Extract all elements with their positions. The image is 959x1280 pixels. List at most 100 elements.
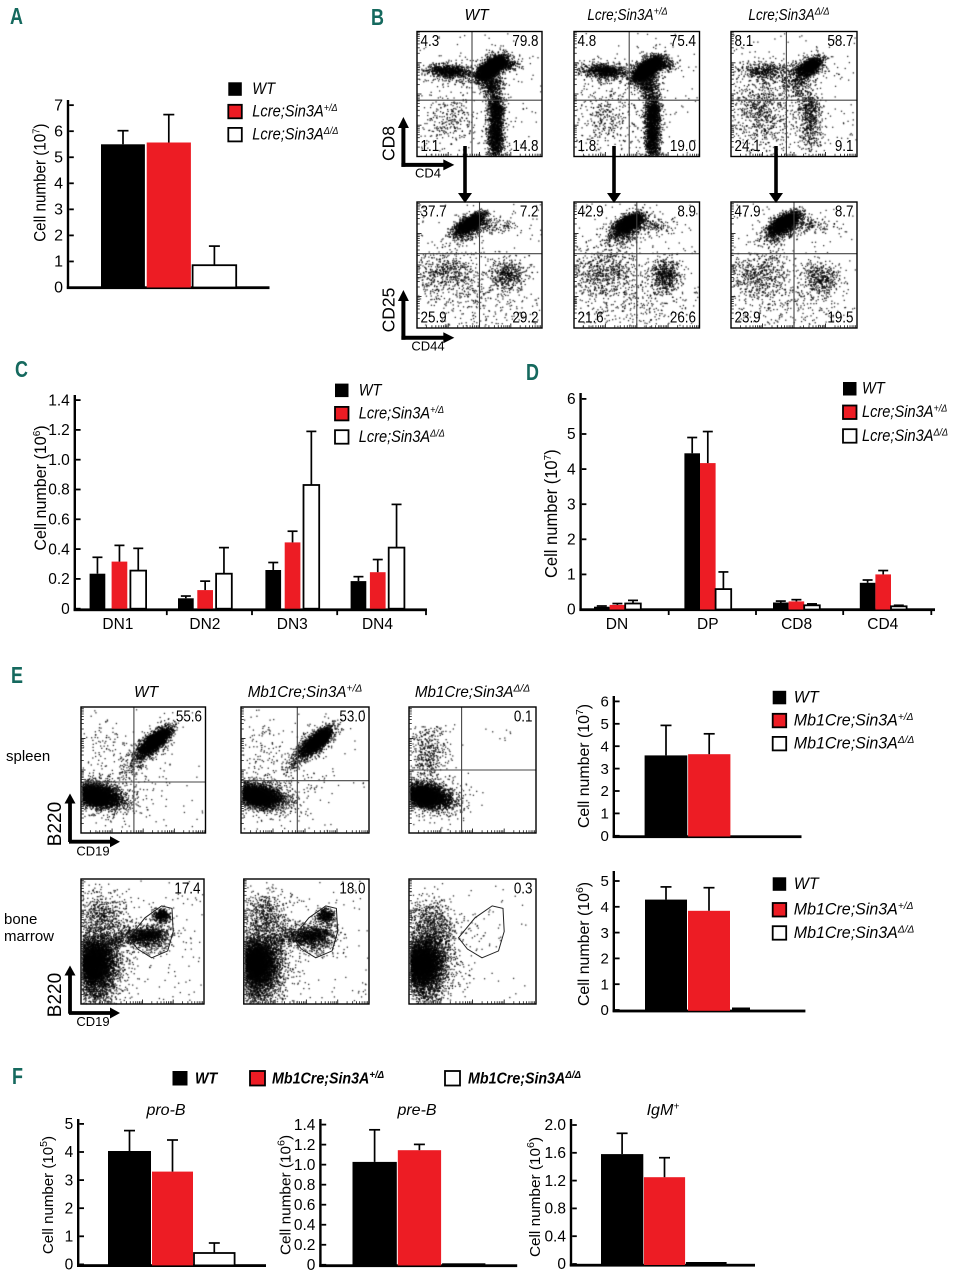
svg-text:42.9: 42.9 (578, 204, 604, 221)
svg-text:Cell number (105): Cell number (105) (38, 1136, 57, 1254)
svg-text:19.0: 19.0 (670, 138, 696, 155)
svg-text:Mb1Cre;Sin3AΔ/Δ: Mb1Cre;Sin3AΔ/Δ (415, 683, 530, 701)
svg-text:C: C (15, 357, 28, 383)
svg-text:0: 0 (54, 280, 63, 297)
svg-text:WT: WT (862, 380, 886, 398)
svg-text:58.7: 58.7 (827, 33, 853, 50)
svg-text:6: 6 (54, 123, 63, 140)
svg-text:2.0: 2.0 (544, 1117, 566, 1134)
svg-text:2: 2 (567, 532, 576, 549)
svg-text:Cell number (107): Cell number (107) (575, 704, 593, 828)
svg-text:3: 3 (600, 761, 608, 778)
svg-text:CD19: CD19 (76, 844, 109, 859)
svg-text:53.0: 53.0 (339, 709, 365, 726)
svg-text:D: D (526, 360, 539, 386)
svg-text:Cell number (106): Cell number (106) (30, 425, 50, 550)
svg-text:CD25: CD25 (379, 288, 399, 333)
svg-text:2: 2 (600, 951, 608, 968)
svg-text:Mb1Cre;Sin3A+/Δ: Mb1Cre;Sin3A+/Δ (794, 900, 914, 918)
svg-text:1.6: 1.6 (544, 1145, 566, 1162)
svg-text:21.6: 21.6 (578, 310, 604, 327)
svg-text:2: 2 (65, 1200, 74, 1217)
svg-text:0: 0 (61, 601, 70, 618)
svg-text:0.8: 0.8 (294, 1177, 316, 1194)
svg-text:5: 5 (600, 873, 608, 890)
svg-text:Mb1Cre;Sin3A+/Δ: Mb1Cre;Sin3A+/Δ (272, 1070, 384, 1088)
svg-text:Mb1Cre;Sin3AΔ/Δ: Mb1Cre;Sin3AΔ/Δ (794, 734, 915, 752)
svg-text:18.0: 18.0 (339, 881, 365, 898)
svg-text:Lcre;Sin3A+/Δ: Lcre;Sin3A+/Δ (862, 403, 947, 421)
svg-text:DN2: DN2 (189, 616, 220, 633)
svg-text:79.8: 79.8 (512, 33, 538, 50)
svg-text:5: 5 (600, 716, 608, 733)
svg-text:3: 3 (600, 925, 608, 942)
svg-text:Lcre;Sin3A+/Δ: Lcre;Sin3A+/Δ (587, 6, 667, 24)
svg-text:Lcre;Sin3AΔ/Δ: Lcre;Sin3AΔ/Δ (359, 428, 445, 446)
svg-text:Cell number (107): Cell number (107) (31, 124, 50, 242)
svg-text:0.2: 0.2 (294, 1237, 316, 1254)
svg-text:Mb1Cre;Sin3AΔ/Δ: Mb1Cre;Sin3AΔ/Δ (468, 1070, 581, 1088)
svg-text:0.8: 0.8 (544, 1201, 566, 1218)
svg-text:B: B (371, 5, 384, 31)
svg-text:1: 1 (567, 567, 576, 584)
svg-text:0: 0 (600, 828, 608, 845)
svg-text:6: 6 (567, 391, 576, 408)
svg-text:0.8: 0.8 (48, 482, 70, 499)
svg-text:WT: WT (134, 684, 160, 701)
svg-text:1: 1 (600, 806, 608, 823)
svg-text:Lcre;Sin3AΔ/Δ: Lcre;Sin3AΔ/Δ (252, 126, 338, 144)
svg-text:55.6: 55.6 (176, 709, 202, 726)
svg-text:CD4: CD4 (415, 166, 441, 181)
svg-text:0.4: 0.4 (294, 1217, 316, 1234)
svg-text:26.6: 26.6 (670, 310, 696, 327)
svg-text:WT: WT (252, 80, 276, 98)
svg-text:DN3: DN3 (277, 616, 308, 633)
svg-text:bone: bone (4, 911, 37, 928)
svg-text:DN: DN (606, 616, 628, 633)
svg-text:CD8: CD8 (781, 616, 812, 633)
svg-text:19.5: 19.5 (827, 310, 853, 327)
svg-text:B220: B220 (45, 802, 66, 846)
svg-text:8.7: 8.7 (835, 204, 854, 221)
svg-text:4.3: 4.3 (421, 33, 440, 50)
svg-text:IgM+: IgM+ (647, 1101, 680, 1120)
svg-text:9.1: 9.1 (835, 138, 854, 155)
svg-text:Mb1Cre;Sin3A+/Δ: Mb1Cre;Sin3A+/Δ (794, 711, 914, 729)
svg-text:8.9: 8.9 (677, 204, 696, 221)
svg-text:Lcre;Sin3AΔ/Δ: Lcre;Sin3AΔ/Δ (862, 427, 948, 445)
svg-text:CD8: CD8 (379, 126, 399, 161)
svg-text:3: 3 (567, 496, 576, 513)
svg-text:pre-B: pre-B (396, 1102, 436, 1119)
svg-text:CD4: CD4 (867, 616, 898, 633)
svg-text:1: 1 (54, 254, 63, 271)
svg-text:Lcre;Sin3A+/Δ: Lcre;Sin3A+/Δ (252, 102, 337, 120)
svg-text:pro-B: pro-B (145, 1102, 185, 1119)
svg-text:4: 4 (600, 738, 608, 755)
svg-text:3: 3 (65, 1172, 74, 1189)
svg-text:5: 5 (65, 1116, 74, 1133)
svg-text:WT: WT (794, 875, 820, 893)
svg-text:5: 5 (567, 426, 576, 443)
svg-text:2: 2 (600, 783, 608, 800)
svg-text:0.3: 0.3 (514, 881, 533, 898)
svg-text:7: 7 (54, 97, 63, 114)
svg-text:CD44: CD44 (411, 339, 444, 354)
svg-text:4: 4 (600, 899, 608, 916)
svg-text:75.4: 75.4 (670, 33, 696, 50)
svg-text:Cell number (106): Cell number (106) (276, 1135, 295, 1255)
svg-text:29.2: 29.2 (512, 310, 538, 327)
svg-text:1.4: 1.4 (294, 1117, 316, 1134)
svg-text:0: 0 (65, 1257, 74, 1274)
svg-text:CD19: CD19 (76, 1014, 109, 1029)
svg-text:Lcre;Sin3A+/Δ: Lcre;Sin3A+/Δ (359, 405, 444, 423)
svg-text:37.7: 37.7 (421, 204, 447, 221)
svg-text:8.1: 8.1 (735, 33, 754, 50)
svg-text:Mb1Cre;Sin3A+/Δ: Mb1Cre;Sin3A+/Δ (248, 683, 362, 701)
svg-text:DN4: DN4 (362, 616, 393, 633)
svg-text:Lcre;Sin3AΔ/Δ: Lcre;Sin3AΔ/Δ (748, 6, 829, 24)
svg-text:0.2: 0.2 (48, 571, 70, 588)
svg-text:1: 1 (65, 1229, 74, 1246)
svg-text:spleen: spleen (6, 748, 50, 765)
svg-text:WT: WT (464, 7, 490, 24)
svg-text:25.9: 25.9 (421, 310, 447, 327)
